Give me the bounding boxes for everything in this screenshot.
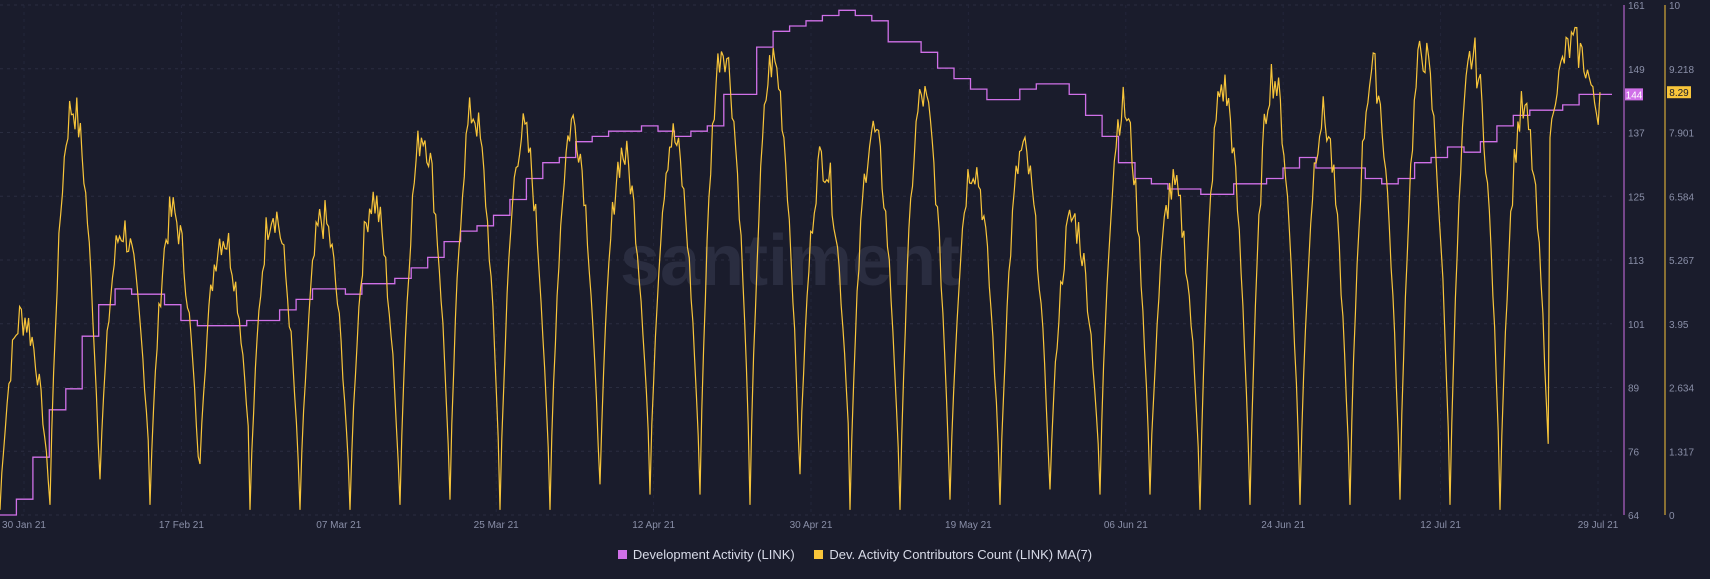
badge-dev-activity xyxy=(1625,88,1643,101)
chart: santiment 30 Jan 21 17 Feb 21 07 Mar 21 25 … xyxy=(0,1,1695,531)
x-tick: 24 Jun 21 xyxy=(1261,520,1305,531)
last-value-badges: 144 8.29 xyxy=(1625,86,1691,101)
x-tick: 19 May 21 xyxy=(945,520,992,531)
x-axis: 30 Jan 21 17 Feb 21 07 Mar 21 25 Mar 21 12 A… xyxy=(2,520,1619,531)
y-right-tick: 2.634 xyxy=(1669,384,1694,395)
x-tick: 06 Jun 21 xyxy=(1104,520,1148,531)
y-right-tick: 5.267 xyxy=(1669,256,1694,267)
y-left-tick: 161 xyxy=(1628,1,1645,12)
y-right-tick: 7.901 xyxy=(1669,129,1694,140)
y-left-tick: 125 xyxy=(1628,192,1645,203)
legend-item-contributors[interactable]: Dev. Activity Contributors Count (LINK) … xyxy=(814,547,1092,562)
y-left-tick: 149 xyxy=(1628,65,1645,76)
x-tick: 30 Apr 21 xyxy=(790,520,833,531)
legend-item-dev-activity[interactable]: Development Activity (LINK) xyxy=(617,547,795,562)
y-right-tick: 10 xyxy=(1669,1,1681,12)
x-tick: 12 Apr 21 xyxy=(632,520,675,531)
series-line-contributors xyxy=(0,26,1601,510)
legend-swatch-yellow xyxy=(814,550,824,559)
series-lines xyxy=(0,9,1612,516)
x-tick: 25 Mar 21 xyxy=(474,520,519,531)
y-left-tick: 64 xyxy=(1628,511,1640,522)
x-tick: 07 Mar 21 xyxy=(316,520,361,531)
y-left-tick: 113 xyxy=(1628,256,1644,267)
badge-dev-activity-text: 144 xyxy=(1626,90,1643,101)
y-right-tick: 9.218 xyxy=(1669,65,1694,76)
y-right-tick: 3.95 xyxy=(1669,320,1689,331)
y-left-axis: 161 149 137 125 113 101 89 76 64 xyxy=(1628,1,1645,522)
y-right-axis: 10 9.218 7.901 6.584 5.267 3.95 2.634 1.317 0 xyxy=(1669,1,1694,522)
x-tick: 29 Jul 21 xyxy=(1578,520,1619,531)
x-tick: 12 Jul 21 xyxy=(1420,520,1461,531)
legend: Development Activity (LINK) Dev. Activit… xyxy=(0,547,1710,562)
x-tick: 17 Feb 21 xyxy=(159,520,204,531)
series-line-dev-activity xyxy=(0,9,1612,516)
y-left-tick: 89 xyxy=(1628,384,1640,395)
y-left-tick: 137 xyxy=(1628,129,1645,140)
legend-label: Development Activity (LINK) xyxy=(632,547,795,562)
badge-contributors-text: 8.29 xyxy=(1669,88,1689,99)
legend-label: Dev. Activity Contributors Count (LINK) … xyxy=(829,547,1093,562)
y-right-tick: 1.317 xyxy=(1669,447,1694,458)
y-left-tick: 101 xyxy=(1628,320,1645,331)
y-right-tick: 0 xyxy=(1669,511,1675,522)
y-right-tick: 6.584 xyxy=(1669,192,1694,203)
badge-contributors xyxy=(1667,86,1691,99)
x-tick: 30 Jan 21 xyxy=(2,520,46,531)
y-left-tick: 76 xyxy=(1628,447,1640,458)
legend-swatch-purple xyxy=(617,550,627,559)
gridlines xyxy=(0,4,1612,516)
